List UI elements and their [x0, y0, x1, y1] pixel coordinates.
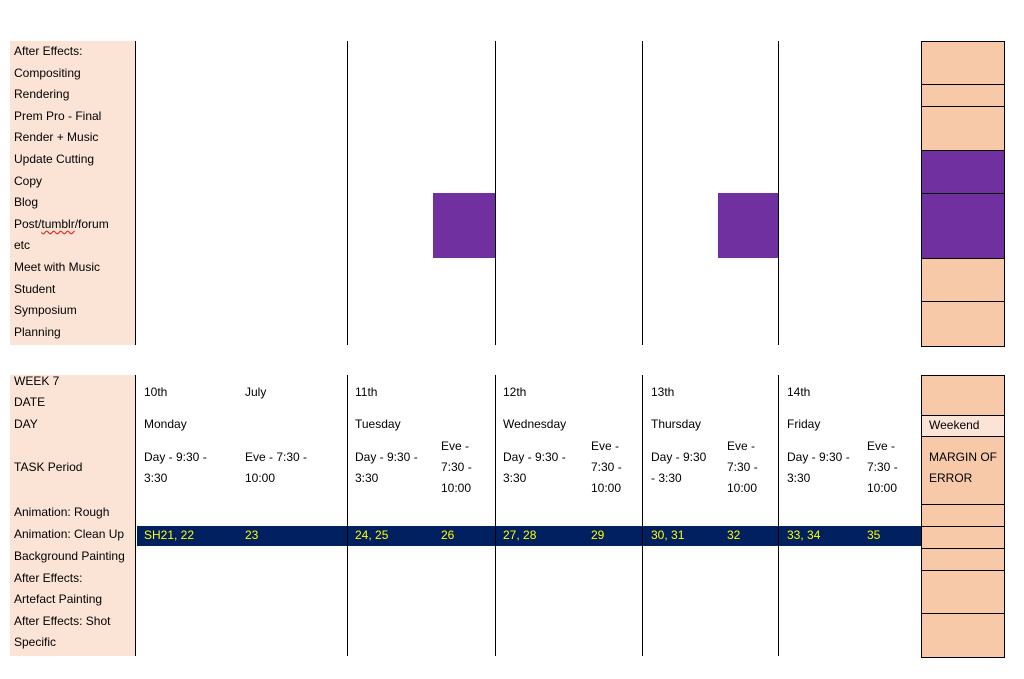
blog-highlight-tuesday-evening — [433, 193, 495, 258]
period-tuesday-day: Day - 9:30 - 3:30 — [355, 450, 418, 485]
task-label: After Effects: — [14, 44, 83, 58]
task-label: After Effects: Shot — [14, 613, 111, 628]
margin-row-line — [921, 106, 1005, 107]
margin-highlight-update-cutting — [922, 150, 1004, 193]
margin-highlight-blog — [922, 193, 1004, 258]
margin-row-line — [921, 258, 1005, 259]
cleanup-bar — [137, 526, 921, 546]
margin-row-line — [921, 436, 1005, 437]
margin-row-line — [921, 301, 1005, 302]
period-thursday-day: Day - 9:30 - 3:30 — [651, 450, 707, 485]
task-label: Compositing — [14, 65, 81, 80]
task-label-blog-post: Post/tumblr/forum — [14, 214, 109, 236]
task-label: Blog — [14, 195, 39, 210]
margin-of-error-label: MARGIN OF ERROR — [929, 450, 997, 485]
shot-numbers-monday-day: SH21, 22 — [144, 528, 195, 542]
weekend-cell — [922, 415, 1004, 436]
task-period-label: TASK Period — [14, 460, 83, 474]
shot-numbers-monday-eve: 23 — [245, 528, 259, 542]
margin-row-line — [921, 548, 1005, 549]
day-divider — [495, 41, 496, 345]
period-thursday-eve: Eve - 7:30 - 10:00 — [727, 439, 758, 495]
shot-numbers-wednesday-day: 27, 28 — [503, 528, 537, 542]
shot-numbers-friday-eve: 35 — [867, 528, 881, 542]
task-label: Specific — [14, 635, 57, 650]
task-label: After Effects: — [14, 570, 83, 585]
day-friday: Friday — [787, 417, 821, 431]
task-label: Animation: Rough — [14, 505, 110, 519]
margin-row-line — [921, 84, 1005, 85]
day-divider — [135, 375, 136, 656]
task-label: Update Cutting — [14, 152, 95, 166]
task-label: Rendering — [14, 87, 70, 102]
period-monday-day: Day - 9:30 - 3:30 — [144, 450, 207, 485]
task-label: Symposium — [14, 303, 77, 318]
forum-text: /forum — [74, 216, 109, 231]
day-divider — [347, 375, 348, 656]
date-tuesday: 11th — [355, 385, 378, 399]
week-label-column — [10, 375, 135, 656]
task-label: Planning — [14, 324, 61, 339]
day-monday: Monday — [144, 417, 187, 431]
shot-numbers-thursday-eve: 32 — [727, 528, 741, 542]
shot-numbers-thursday-day: 30, 31 — [651, 528, 685, 542]
date-thursday: 13th — [651, 385, 675, 399]
task-label: Student — [14, 281, 56, 296]
day-divider — [495, 375, 496, 656]
task-label: Animation: Clean Up — [14, 527, 125, 541]
day-row-label: DAY — [14, 417, 38, 431]
task-label: etc — [14, 238, 31, 253]
margin-row-line — [921, 570, 1005, 571]
shot-numbers-tuesday-eve: 26 — [441, 528, 455, 542]
margin-row-line — [921, 150, 1005, 151]
task-label: Prem Pro - Final — [14, 108, 102, 123]
period-wednesday-day: Day - 9:30 - 3:30 — [503, 450, 566, 485]
day-divider — [135, 41, 136, 345]
margin-row-line — [921, 193, 1005, 194]
margin-row-line — [921, 415, 1005, 416]
period-friday-eve: Eve - 7:30 - 10:00 — [867, 439, 898, 495]
weekend-label: Weekend — [929, 418, 980, 432]
tumblr-text: tumblr — [41, 216, 75, 231]
task-label: Copy — [14, 173, 43, 188]
top-task-label-column — [10, 41, 135, 345]
blog-highlight-thursday-evening — [718, 193, 778, 258]
task-label: Meet with Music — [14, 260, 101, 274]
day-divider — [642, 375, 643, 656]
day-tuesday: Tuesday — [355, 417, 401, 431]
day-divider — [778, 375, 779, 656]
period-wednesday-eve: Eve - 7:30 - 10:00 — [591, 439, 622, 495]
task-label: Render + Music — [14, 130, 99, 145]
day-divider — [642, 41, 643, 345]
day-thursday: Thursday — [651, 417, 702, 431]
period-monday-eve: Eve - 7:30 - 10:00 — [245, 450, 308, 485]
period-friday-day: Day - 9:30 - 3:30 — [787, 450, 850, 485]
month-label: July — [245, 385, 267, 399]
shot-numbers-wednesday-eve: 29 — [591, 528, 605, 542]
date-friday: 14th — [787, 385, 811, 399]
day-divider — [347, 41, 348, 345]
date-row-label: DATE — [14, 395, 46, 409]
day-divider — [778, 41, 779, 345]
margin-row-line — [921, 613, 1005, 614]
week-label: WEEK 7 — [14, 374, 60, 388]
day-wednesday: Wednesday — [503, 417, 567, 431]
date-wednesday: 12th — [503, 385, 527, 399]
margin-row-line — [921, 526, 1005, 527]
shot-numbers-tuesday-day: 24, 25 — [355, 528, 389, 542]
margin-row-line — [921, 504, 1005, 505]
period-tuesday-eve: Eve - 7:30 - 10:00 — [441, 439, 472, 495]
task-label: Artefact Painting — [14, 592, 103, 607]
date-monday: 10th — [144, 385, 168, 399]
shot-numbers-friday-day: 33, 34 — [787, 528, 821, 542]
blog-post-text: Post/ — [14, 216, 42, 231]
task-label: Background Painting — [14, 549, 125, 563]
